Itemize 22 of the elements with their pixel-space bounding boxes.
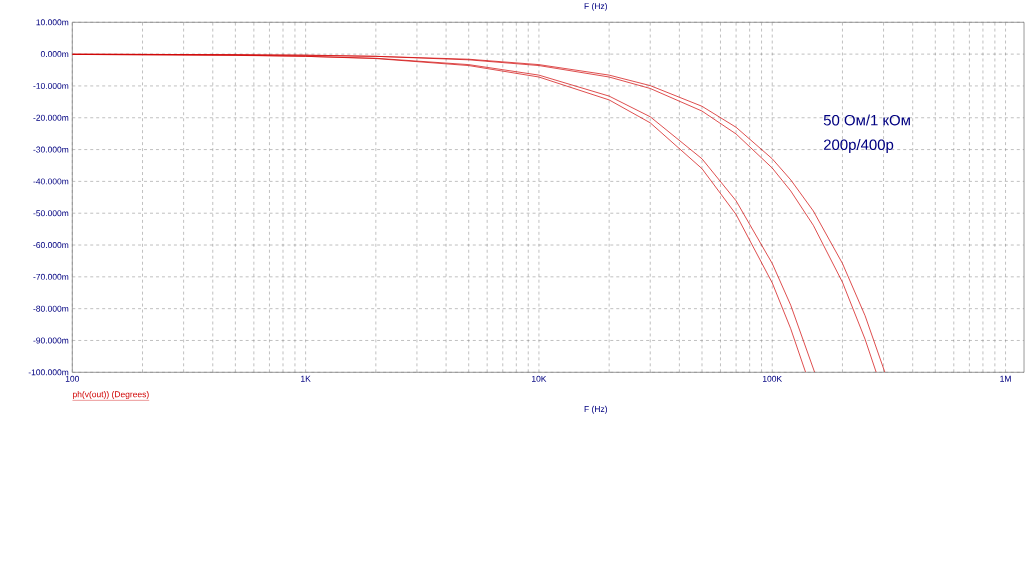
y-tick-label: -70.000m	[33, 273, 69, 280]
x-tick-label: 1M	[1000, 375, 1011, 382]
text: ph(v(out)) (Degrees)	[73, 391, 149, 399]
y-tick-label: -40.000m	[33, 178, 69, 185]
x-tick-label: 10K	[532, 375, 547, 382]
annotation: 200p/400p	[823, 139, 894, 153]
y-tick-label: -80.000m	[33, 305, 69, 312]
y-tick-label: -30.000m	[33, 146, 69, 153]
chart-title: F (Hz)	[584, 2, 607, 11]
y-tick-label: -20.000m	[33, 114, 69, 121]
y-tick-label: -90.000m	[33, 337, 69, 344]
y-tick-label: -100.000m	[28, 369, 69, 376]
x-tick-label: 100	[65, 375, 80, 382]
x-axis-title: F (Hz)	[584, 405, 607, 414]
y-tick-label: 10.000m	[36, 19, 69, 26]
y-tick-label: -50.000m	[33, 210, 69, 217]
x-tick-label: 100K	[762, 375, 783, 382]
y-tick-label: 0.000m	[40, 51, 69, 58]
annotation: 50 Ом/1 кОм	[823, 114, 910, 126]
x-tick-label: 1K	[301, 375, 311, 382]
y-tick-label: -60.000m	[33, 242, 69, 249]
y-tick-label: -10.000m	[33, 82, 69, 89]
